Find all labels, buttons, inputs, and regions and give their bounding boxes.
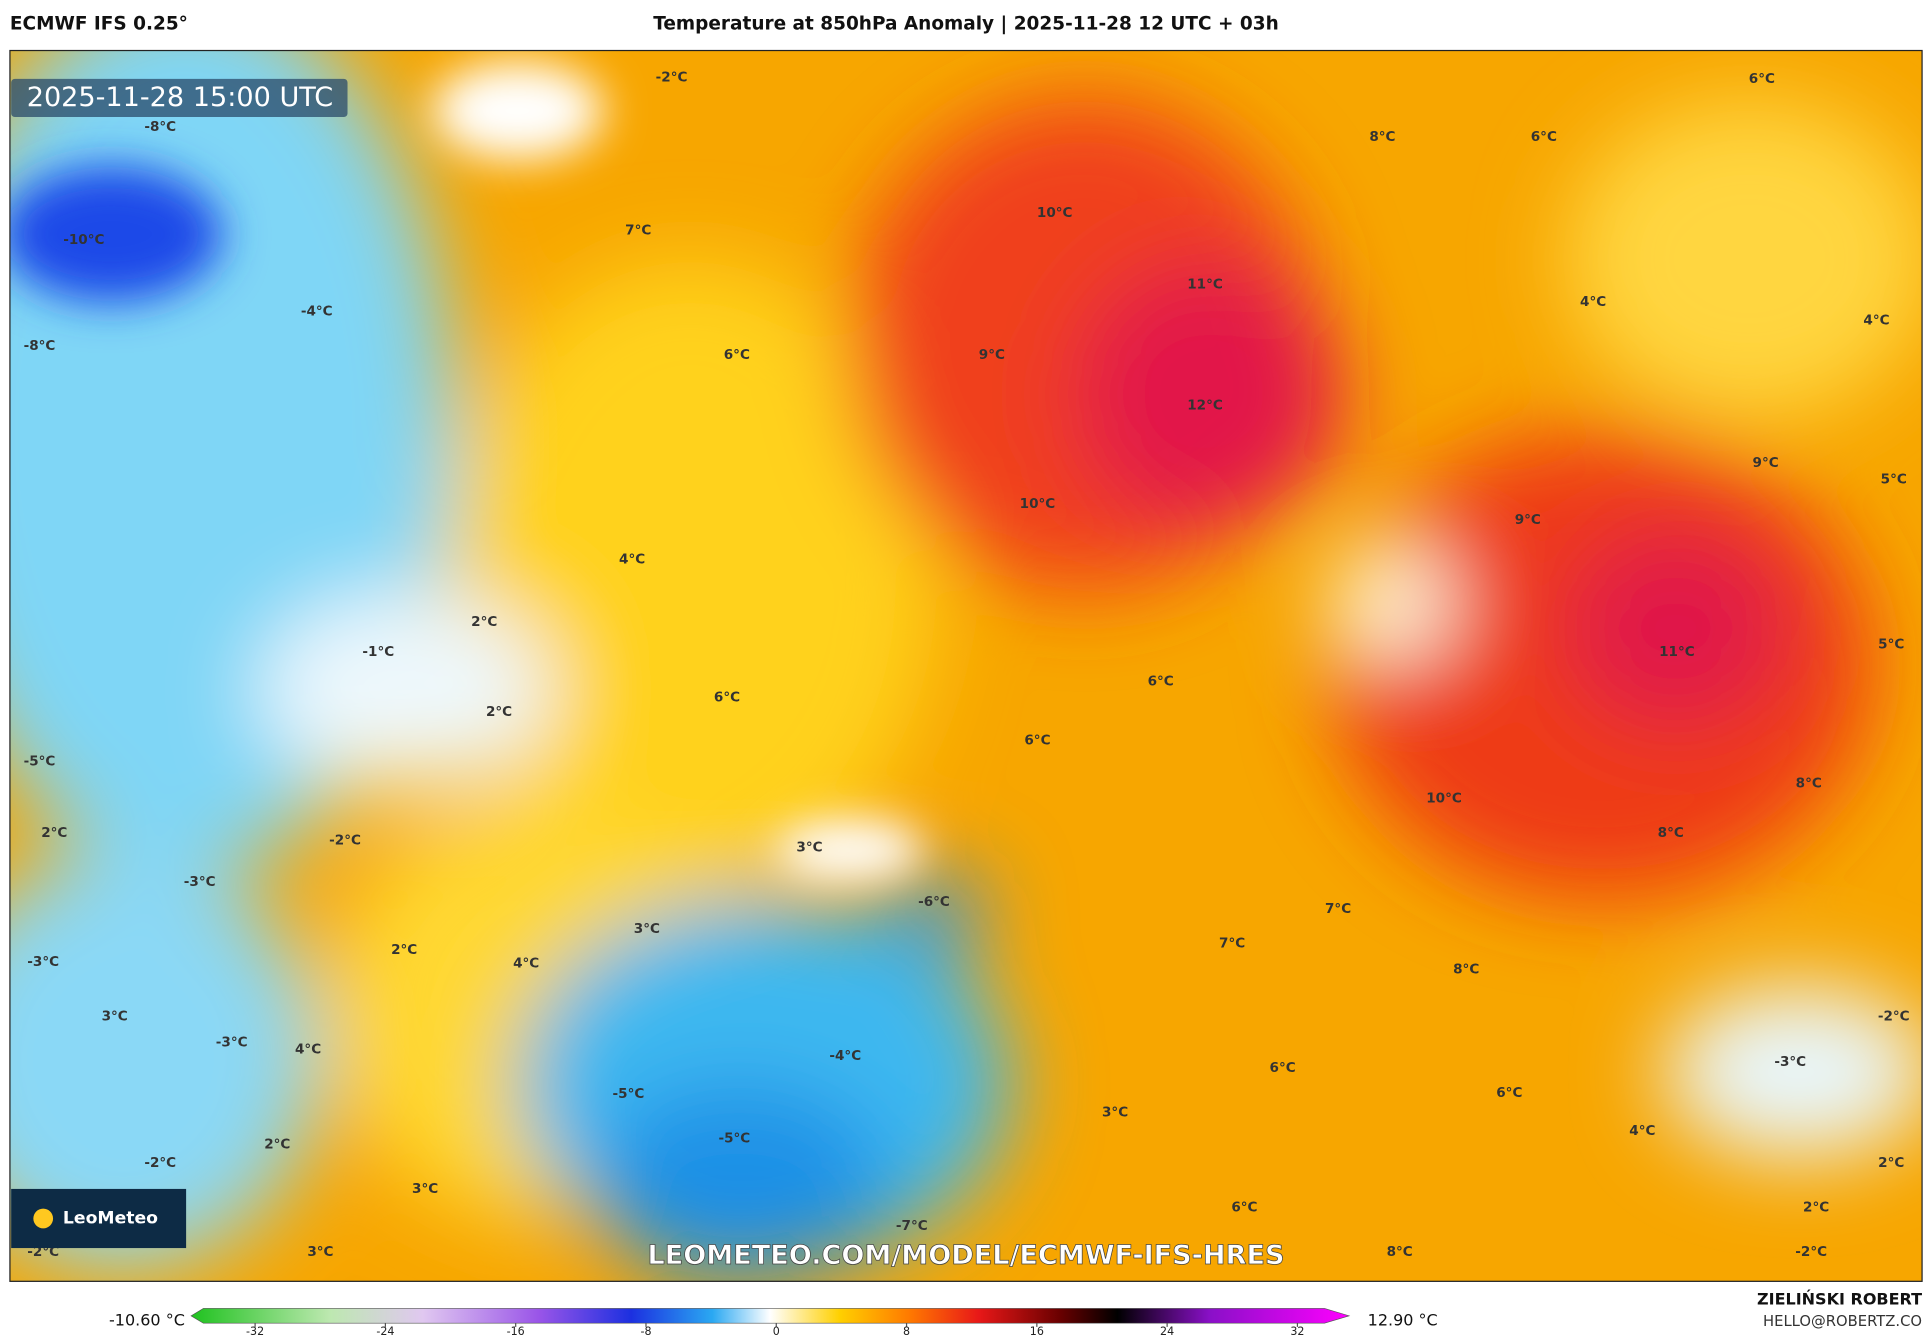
chart-title: Temperature at 850hPa Anomaly | 2025-11-… [653, 14, 1278, 35]
contour-label: 4°C [295, 1042, 321, 1058]
contour-label: 6°C [714, 689, 740, 705]
author: ZIELIŃSKI ROBERT [1757, 1289, 1922, 1308]
contour-label: 2°C [391, 942, 417, 958]
contour-label: 2°C [41, 825, 67, 841]
contour-label: -2°C [1878, 1008, 1910, 1024]
colorbar-tick-label: -8 [640, 1325, 651, 1338]
contour-label: 7°C [1325, 901, 1351, 917]
contour-label: -2°C [1795, 1244, 1827, 1260]
contour-label: -4°C [829, 1048, 861, 1064]
contour-label: 10°C [1426, 790, 1462, 806]
colorbar-ticks: -32 -24 -16 -8 0 8 16 24 32 [246, 1323, 1304, 1338]
contour-label: -2°C [656, 70, 688, 86]
contour-label: -1°C [362, 644, 394, 660]
contour-label: 8°C [1796, 776, 1822, 792]
colorbar-tick-label: -16 [507, 1325, 525, 1338]
contour-label: -5°C [613, 1086, 645, 1102]
contour-label: 6°C [1148, 673, 1174, 689]
model-name: ECMWF IFS 0.25° [10, 14, 188, 35]
contour-labels: -2°C -8°C -10°C 7°C 10°C 8°C 6°C 6°C -4°C -8°C 6°C… [24, 70, 1910, 1260]
contour-label: -3°C [184, 874, 216, 890]
contour-label: -3°C [1774, 1054, 1806, 1070]
timestamp: 2025-11-28 15:00 UTC [27, 82, 333, 113]
logo-text: LeoMeteo [63, 1208, 158, 1228]
contour-label: 2°C [264, 1137, 290, 1153]
logo-sun [33, 1208, 54, 1229]
contour-label: 11°C [1187, 277, 1223, 293]
colorbar-tick-label: 16 [1030, 1325, 1044, 1338]
contour-label: 6°C [1496, 1085, 1522, 1101]
colorbar-tick-label: -32 [246, 1325, 264, 1338]
contour-label: 6°C [1749, 71, 1775, 87]
contour-label: 6°C [1024, 732, 1050, 748]
contour-label: 4°C [1580, 294, 1606, 310]
contour-label: 5°C [1881, 471, 1907, 487]
colorbar-tick-label: 8 [903, 1325, 910, 1338]
contour-label: 3°C [102, 1008, 128, 1024]
contour-label: -2°C [329, 832, 361, 848]
contour-label: 3°C [307, 1244, 333, 1260]
contour-label: 6°C [1531, 129, 1557, 145]
contour-label: 3°C [634, 921, 660, 937]
timestamp-box [11, 78, 348, 118]
contour-label: 12°C [1187, 397, 1223, 413]
contour-label: 4°C [1863, 312, 1889, 328]
contour-label: 2°C [486, 704, 512, 720]
contour-label: 3°C [1102, 1105, 1128, 1121]
watermark: LEOMETEO.COM/MODEL/ECMWF-IFS-HRES [648, 1240, 1285, 1271]
contour-label: 2°C [471, 614, 497, 630]
colorbar-max: 12.90 °C [1368, 1310, 1438, 1329]
colorbar-tick-label: 0 [773, 1325, 780, 1338]
contour-label: 7°C [1219, 936, 1245, 952]
colorbar-tick-label: -24 [376, 1325, 394, 1338]
contour-label: -8°C [144, 119, 176, 135]
contour-label: 5°C [1878, 636, 1904, 652]
colorbar-min: -10.60 °C [109, 1310, 185, 1329]
contour-label: -7°C [896, 1218, 928, 1234]
colorbar [190, 1308, 1351, 1324]
contour-label: -3°C [27, 954, 59, 970]
contour-label: 11°C [1659, 644, 1695, 660]
email: HELLO@ROBERTZ.CO [1763, 1313, 1922, 1330]
contour-label: -4°C [301, 304, 333, 320]
contour-label: -2°C [144, 1155, 176, 1171]
colorbar-tick-label: 32 [1290, 1325, 1304, 1338]
contour-label: -8°C [24, 338, 56, 354]
contour-label: 9°C [1753, 455, 1779, 471]
contour-label: 3°C [412, 1181, 438, 1197]
contour-label: -6°C [918, 894, 950, 910]
contour-label: 10°C [1020, 496, 1056, 512]
contour-label: -10°C [63, 232, 104, 248]
contour-label: 2°C [1878, 1155, 1904, 1171]
contour-label: 6°C [1270, 1060, 1296, 1076]
contour-label: 4°C [619, 551, 645, 567]
contour-label: 9°C [1515, 512, 1541, 528]
anomaly-field [9, 50, 1923, 1282]
contour-label: 10°C [1037, 205, 1073, 221]
contour-label: 3°C [796, 840, 822, 856]
contour-label: -5°C [718, 1130, 750, 1146]
contour-label: -5°C [24, 753, 56, 769]
contour-label: 4°C [513, 955, 539, 971]
contour-label: 8°C [1369, 129, 1395, 145]
contour-label: 2°C [1803, 1199, 1829, 1215]
contour-label: 6°C [724, 347, 750, 363]
contour-label: 8°C [1658, 825, 1684, 841]
contour-label: 8°C [1453, 962, 1479, 978]
contour-label: 7°C [625, 222, 651, 238]
contour-label: 9°C [979, 347, 1005, 363]
contour-label: 4°C [1629, 1123, 1655, 1139]
map-frame [9, 49, 1923, 1282]
contour-label: 8°C [1387, 1244, 1413, 1260]
colorbar-tick-label: 24 [1160, 1325, 1174, 1338]
contour-label: -3°C [216, 1034, 248, 1050]
contour-label: 6°C [1231, 1199, 1257, 1215]
